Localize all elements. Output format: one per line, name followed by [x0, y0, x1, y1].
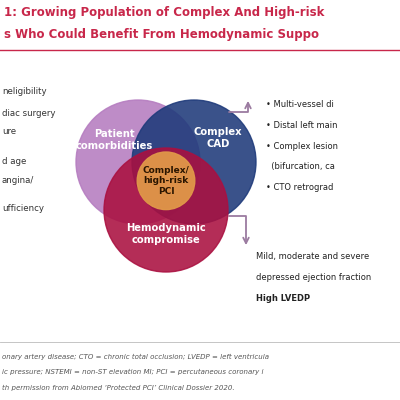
- Text: (bifurcation, ca: (bifurcation, ca: [266, 162, 335, 171]
- Text: th permission from Abiomed ‘Protected PCI’ Clinical Dossier 2020.: th permission from Abiomed ‘Protected PC…: [2, 384, 235, 390]
- Text: Hemodynamic
compromise: Hemodynamic compromise: [126, 223, 206, 245]
- Circle shape: [104, 148, 228, 272]
- Text: Complex
CAD: Complex CAD: [194, 127, 242, 149]
- Text: depressed ejection fraction: depressed ejection fraction: [256, 273, 371, 282]
- Text: ure: ure: [2, 128, 16, 136]
- Text: d age: d age: [2, 158, 26, 166]
- Text: s Who Could Benefit From Hemodynamic Suppo: s Who Could Benefit From Hemodynamic Sup…: [4, 28, 319, 41]
- Text: High LVEDP: High LVEDP: [256, 294, 310, 302]
- Circle shape: [137, 152, 195, 210]
- Text: ufficiency: ufficiency: [2, 204, 44, 213]
- Text: diac surgery: diac surgery: [2, 110, 56, 118]
- Text: • Multi-vessel di: • Multi-vessel di: [266, 100, 334, 109]
- Text: • CTO retrograd: • CTO retrograd: [266, 183, 333, 192]
- Text: Mild, moderate and severe: Mild, moderate and severe: [256, 252, 369, 261]
- Text: neligibility: neligibility: [2, 88, 47, 96]
- Text: Patient
comorbidities: Patient comorbidities: [75, 129, 153, 151]
- Text: • Distal left main: • Distal left main: [266, 121, 338, 130]
- Text: • Complex lesion: • Complex lesion: [266, 142, 338, 150]
- Circle shape: [132, 100, 256, 224]
- Text: onary artery disease; CTO = chronic total occlusion; LVEDP = left ventricula: onary artery disease; CTO = chronic tota…: [2, 354, 269, 360]
- Text: 1: Growing Population of Complex And High-risk: 1: Growing Population of Complex And Hig…: [4, 6, 324, 19]
- Circle shape: [76, 100, 200, 224]
- Text: ic pressure; NSTEMI = non-ST elevation MI; PCI = percutaneous coronary i: ic pressure; NSTEMI = non-ST elevation M…: [2, 369, 264, 375]
- Text: Complex/
high-risk
PCI: Complex/ high-risk PCI: [143, 166, 189, 196]
- Text: angina/: angina/: [2, 176, 34, 185]
